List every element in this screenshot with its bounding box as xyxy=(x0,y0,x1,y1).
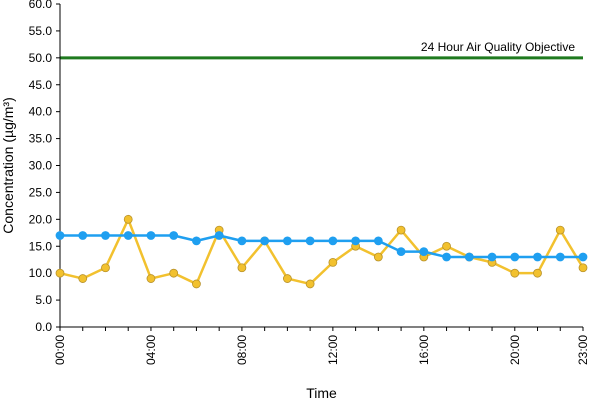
objective-label: 24 Hour Air Quality Objective xyxy=(421,40,575,54)
series-0-point xyxy=(373,252,383,262)
series-1-point xyxy=(533,252,542,262)
series-0-point xyxy=(146,274,156,283)
x-tick-label: 16:00 xyxy=(417,335,431,365)
series-1-point xyxy=(442,252,451,262)
series-0-point xyxy=(442,241,451,251)
series-1-point xyxy=(510,252,520,262)
series-0-point xyxy=(237,263,247,273)
x-axis-title: Time xyxy=(306,385,337,400)
series-1-point xyxy=(146,231,156,240)
x-tick-label: 08:00 xyxy=(235,335,249,365)
series-0-point xyxy=(510,268,520,278)
series-0-point xyxy=(282,274,292,283)
series-0-point xyxy=(305,279,315,289)
series-1-point xyxy=(101,231,110,240)
series-1-point xyxy=(305,236,315,246)
y-tick-label: 40.0 xyxy=(29,105,53,119)
series-0-point xyxy=(578,263,588,273)
y-tick-label: 45.0 xyxy=(29,78,53,92)
y-axis-title: Concentration (µg/m³) xyxy=(0,97,16,233)
series-0-point xyxy=(533,268,542,278)
series-0-point xyxy=(123,214,133,224)
y-tick-label: 15.0 xyxy=(29,239,53,253)
series-1-point xyxy=(214,231,224,240)
series-0-point xyxy=(78,274,88,283)
series-0-line xyxy=(59,218,585,286)
series-1-point xyxy=(123,231,133,240)
x-tick-label: 23:00 xyxy=(576,335,590,365)
series-1-point xyxy=(192,236,201,246)
series-1-point xyxy=(396,247,406,257)
series-1-point xyxy=(237,236,247,246)
x-tick-label: 00:00 xyxy=(53,335,67,365)
y-tick-label: 0.0 xyxy=(35,320,52,334)
x-tick-label: 20:00 xyxy=(508,335,522,365)
series-layer xyxy=(55,214,588,289)
series-1-point xyxy=(578,252,588,262)
x-tick-label: 12:00 xyxy=(326,335,340,365)
y-tick-label: 35.0 xyxy=(29,132,53,146)
series-0-point xyxy=(55,268,65,278)
series-0-point xyxy=(328,257,338,267)
series-1-point xyxy=(169,231,179,240)
y-tick-label: 30.0 xyxy=(29,159,53,173)
y-tick-label: 25.0 xyxy=(29,185,53,199)
series-1-point xyxy=(487,252,497,262)
y-tick-label: 10.0 xyxy=(29,266,53,280)
x-tick-label: 04:00 xyxy=(144,335,158,365)
series-1-point xyxy=(464,252,474,262)
y-tick-label: 50.0 xyxy=(29,51,53,65)
y-tick-label: 55.0 xyxy=(29,24,53,38)
series-1-point xyxy=(260,236,270,246)
y-tick-label: 5.0 xyxy=(35,293,52,307)
series-1-point xyxy=(555,252,565,262)
series-0-point xyxy=(555,225,565,235)
series-1-point xyxy=(78,231,88,240)
series-1-point xyxy=(55,231,65,240)
y-tick-label: 20.0 xyxy=(29,212,53,226)
series-0-point xyxy=(396,225,406,235)
series-1-point xyxy=(419,247,429,257)
series-1-point xyxy=(328,236,338,246)
series-0-point xyxy=(101,263,110,273)
series-1-point xyxy=(373,236,383,246)
series-1-point xyxy=(351,236,361,246)
series-0-point xyxy=(192,279,201,289)
series-1-point xyxy=(282,236,292,246)
y-tick-label: 60.0 xyxy=(29,0,53,11)
series-0-point xyxy=(169,268,179,278)
